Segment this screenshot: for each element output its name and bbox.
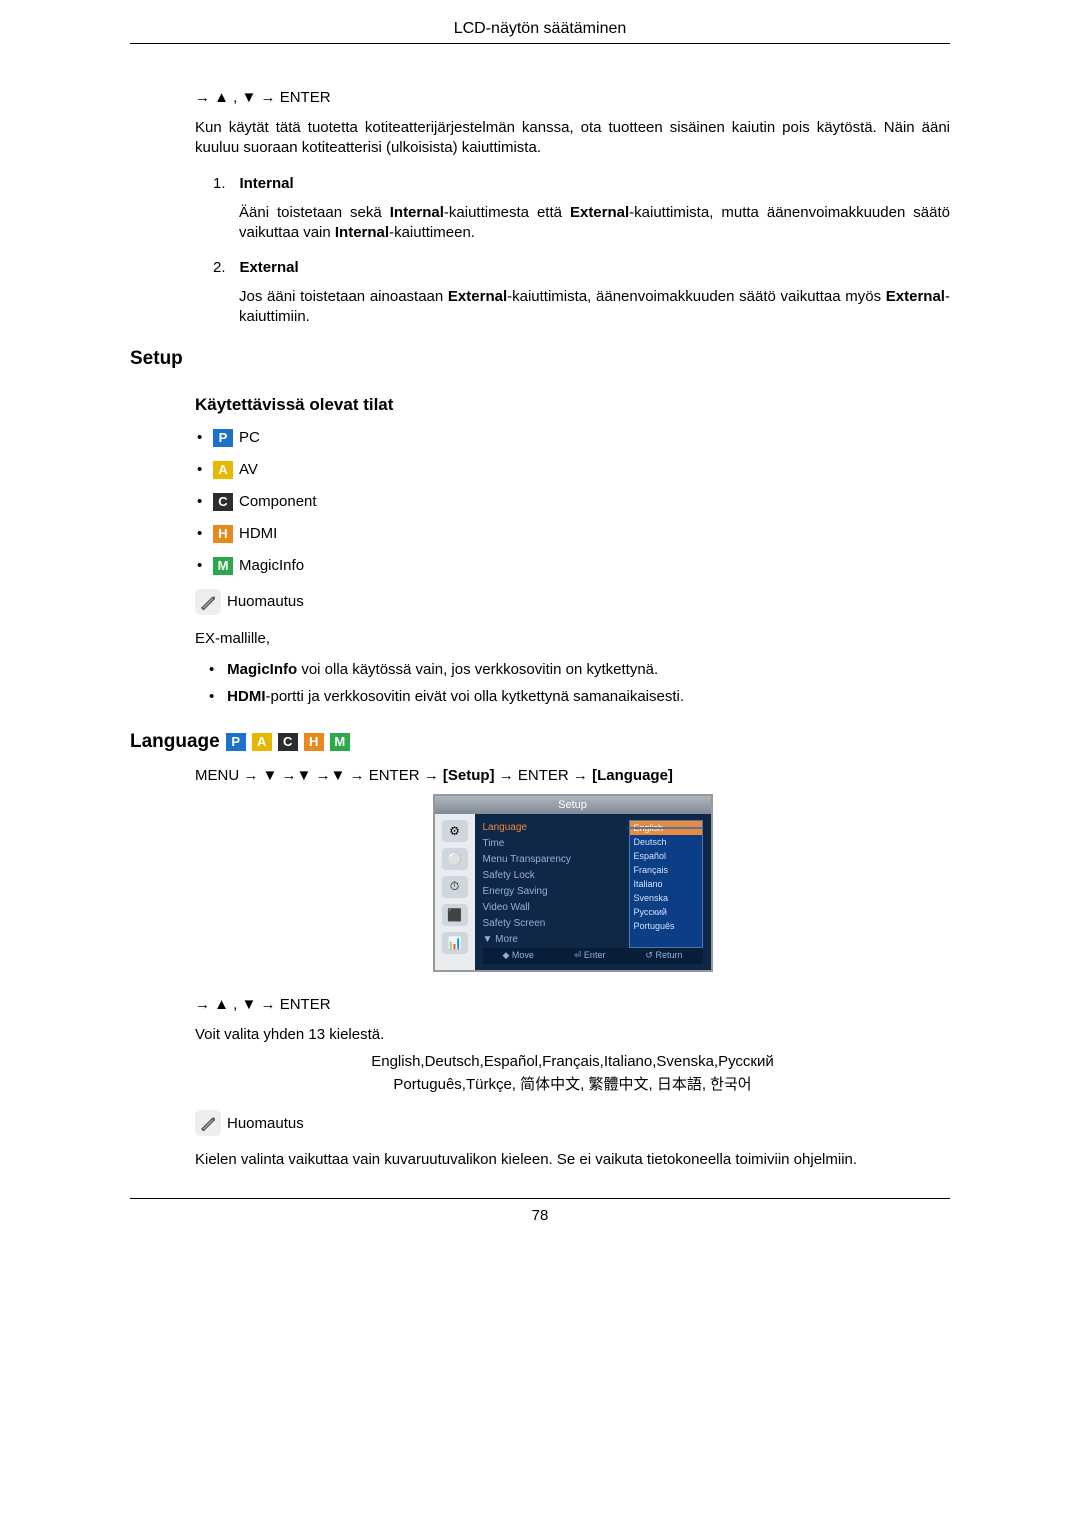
nav-arrows-2: → ▲ , ▼ → ENTER xyxy=(195,996,950,1013)
ordered-list: 1. Internal Ääni toistetaan sekä Interna… xyxy=(213,175,950,328)
osd-menu-item: Language xyxy=(483,822,528,833)
modes-subtitle: Käytettävissä olevat tilat xyxy=(195,395,950,415)
lang-para: Voit valita yhden 13 kielestä. xyxy=(195,1025,950,1045)
mode-label: Component xyxy=(239,493,317,510)
page-footer: 78 xyxy=(130,1198,950,1224)
osd-side-icon: ⏱ xyxy=(442,876,468,898)
bullet-icon: • xyxy=(197,429,213,446)
page-number: 78 xyxy=(532,1207,549,1224)
osd-option: Français xyxy=(630,863,702,877)
mode-badge-m-icon: M xyxy=(330,733,350,751)
osd-inner: ⚙ ⚪ ⏱ ⬛ 📊 Language Time Menu xyxy=(435,814,711,970)
osd-menu-row: Energy Saving xyxy=(483,884,621,900)
mode-badge-p-icon: P xyxy=(226,733,246,751)
osd-menu: Language Time Menu Transparency Safety L… xyxy=(475,814,711,970)
menu-navigation: MENU → ▼ →▼ →▼ → ENTER → [Setup] → ENTER… xyxy=(195,767,950,784)
bullet-row: • MagicInfo voi olla käytössä vain, jos … xyxy=(209,661,950,678)
osd-menu-row: Time xyxy=(483,836,621,852)
note-row: Huomautus xyxy=(195,1110,950,1136)
osd-side-icon: ⚪ xyxy=(442,848,468,870)
mode-label: MagicInfo xyxy=(239,557,304,574)
list-item: 2. External Jos ääni toistetaan ainoasta… xyxy=(213,259,950,328)
note-icon xyxy=(195,589,221,615)
bullet-list: • MagicInfo voi olla käytössä vain, jos … xyxy=(209,661,950,705)
osd-side-icon: 📊 xyxy=(442,932,468,954)
note-row: Huomautus xyxy=(195,589,950,615)
bullet-icon: • xyxy=(209,661,223,678)
mode-badge-p-icon: P xyxy=(213,429,233,447)
mode-badge-a-icon: A xyxy=(252,733,272,751)
list-label: External xyxy=(239,259,298,276)
list-number: 2. xyxy=(213,259,235,276)
osd-option: Italiano xyxy=(630,877,702,891)
mode-badge-c-icon: C xyxy=(213,493,233,511)
mode-row: • A AV xyxy=(197,461,950,479)
bullet-icon: • xyxy=(197,461,213,478)
content-block-2: Käytettävissä olevat tilat • P PC • A AV… xyxy=(195,395,950,705)
mode-label: HDMI xyxy=(239,525,277,542)
content-block-3: MENU → ▼ →▼ →▼ → ENTER → [Setup] → ENTER… xyxy=(195,767,950,1171)
mode-row: • H HDMI xyxy=(197,525,950,543)
mode-row: • M MagicInfo xyxy=(197,557,950,575)
list-body: Ääni toistetaan sekä Internal-kaiuttimes… xyxy=(239,203,950,244)
osd-side-icon: ⬛ xyxy=(442,904,468,926)
list-item: 1. Internal Ääni toistetaan sekä Interna… xyxy=(213,175,950,244)
osd-option-list: English Deutsch Español Français Italian… xyxy=(629,820,703,948)
page-header: LCD-näytön säätäminen xyxy=(130,20,950,44)
osd-option: Deutsch xyxy=(630,835,702,849)
setup-heading: Setup xyxy=(130,348,950,370)
note-label: Huomautus xyxy=(227,593,304,610)
mode-label: PC xyxy=(239,429,260,446)
language-list: English,Deutsch,Español,Français,Italian… xyxy=(195,1051,950,1096)
badge-strip: P A C H M xyxy=(226,733,356,751)
bullet-icon: • xyxy=(197,525,213,542)
list-body: Jos ääni toistetaan ainoastaan External-… xyxy=(239,287,950,328)
list-label: Internal xyxy=(239,175,293,192)
note-label: Huomautus xyxy=(227,1115,304,1132)
osd-footer-move: ◆ Move xyxy=(502,950,533,961)
list-number: 1. xyxy=(213,175,235,192)
mode-badge-h-icon: H xyxy=(304,733,324,751)
osd-option: Español xyxy=(630,849,702,863)
osd-title: Setup xyxy=(435,796,711,814)
ex-line: EX-mallille, xyxy=(195,629,950,649)
osd-footer-enter: ⏎ Enter xyxy=(574,950,606,961)
mode-badge-h-icon: H xyxy=(213,525,233,543)
mode-row: • P PC xyxy=(197,429,950,447)
mode-label: AV xyxy=(239,461,258,478)
osd-menu-row: Menu Transparency xyxy=(483,852,621,868)
mode-badge-c-icon: C xyxy=(278,733,298,751)
osd-footer: ◆ Move ⏎ Enter ↺ Return xyxy=(483,948,703,964)
osd-side-icon: ⚙ xyxy=(442,820,468,842)
mode-row: • C Component xyxy=(197,493,950,511)
language-heading-row: Language P A C H M xyxy=(130,731,950,753)
mode-list: • P PC • A AV • C Component • H HDMI • M xyxy=(197,429,950,575)
intro-paragraph: Kun käytät tätä tuotetta kotiteatterijär… xyxy=(195,118,950,159)
osd-menu-row: Safety Lock xyxy=(483,868,621,884)
language-heading: Language xyxy=(130,731,220,753)
osd-option: Русский xyxy=(630,905,702,919)
osd-option: Svenska xyxy=(630,891,702,905)
mode-badge-m-icon: M xyxy=(213,557,233,575)
osd-menu-row: Video Wall xyxy=(483,900,621,916)
bullet-icon: • xyxy=(197,493,213,510)
bullet-icon: • xyxy=(197,557,213,574)
osd-footer-return: ↺ Return xyxy=(645,950,682,961)
osd-menu-row: Safety Screen xyxy=(483,916,621,932)
osd-menu-row: ▼ More xyxy=(483,932,621,948)
osd-option-box xyxy=(629,827,703,829)
bullet-row: • HDMI-portti ja verkkosovitin eivät voi… xyxy=(209,688,950,705)
osd-option: Português xyxy=(630,919,702,933)
osd-sidebar: ⚙ ⚪ ⏱ ⬛ 📊 xyxy=(435,814,475,970)
content-block-1: → ▲ , ▼ → ENTER Kun käytät tätä tuotetta… xyxy=(195,89,950,328)
page: LCD-näytön säätäminen → ▲ , ▼ → ENTER Ku… xyxy=(0,20,1080,1224)
nav-arrows-1: → ▲ , ▼ → ENTER xyxy=(195,89,950,106)
bullet-icon: • xyxy=(209,688,223,705)
lang-note-para: Kielen valinta vaikuttaa vain kuvaruutuv… xyxy=(195,1150,950,1170)
osd-screenshot: Setup ⚙ ⚪ ⏱ ⬛ 📊 Language xyxy=(433,794,713,972)
mode-badge-a-icon: A xyxy=(213,461,233,479)
note-icon xyxy=(195,1110,221,1136)
